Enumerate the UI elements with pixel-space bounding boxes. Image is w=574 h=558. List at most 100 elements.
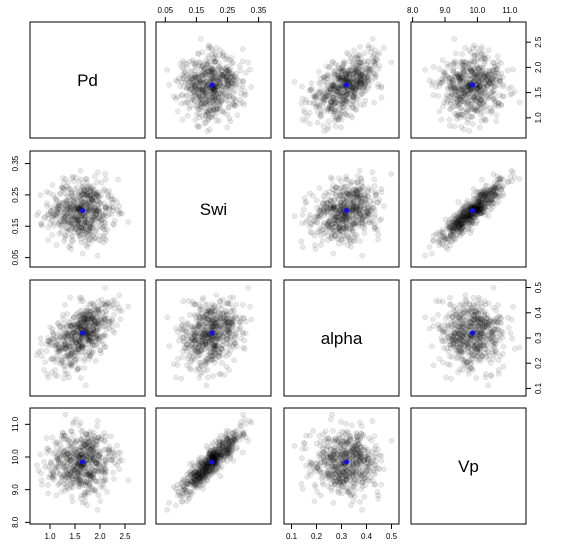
scatter-point bbox=[188, 68, 195, 74]
scatter-point bbox=[205, 116, 211, 123]
scatter-point bbox=[319, 91, 326, 98]
scatter-point bbox=[435, 93, 442, 99]
scatter-point bbox=[201, 121, 208, 127]
scatter-point bbox=[196, 123, 202, 130]
scatter-point bbox=[348, 244, 354, 250]
scatter-point bbox=[211, 94, 218, 100]
scatter-point bbox=[222, 72, 228, 78]
scatter-point bbox=[60, 335, 66, 341]
scatter-point bbox=[201, 79, 208, 86]
scatter-point bbox=[203, 82, 210, 88]
scatter-point bbox=[375, 236, 381, 243]
scatter-point bbox=[81, 212, 87, 218]
scatter-point bbox=[470, 192, 477, 198]
center-point bbox=[343, 207, 350, 214]
scatter-point bbox=[204, 81, 211, 87]
scatter-point bbox=[188, 90, 195, 96]
scatter-point bbox=[166, 82, 172, 88]
scatter-point bbox=[212, 307, 218, 314]
scatter-point bbox=[208, 114, 215, 120]
scatter-point bbox=[371, 58, 378, 65]
scatter-point bbox=[466, 128, 473, 134]
scatter-point bbox=[37, 335, 44, 342]
center-point bbox=[469, 207, 476, 214]
scatter-point bbox=[72, 216, 79, 223]
scatter-point bbox=[56, 230, 63, 237]
scatter-point bbox=[229, 60, 236, 66]
scatter-point bbox=[388, 171, 395, 177]
scatter-point bbox=[301, 195, 308, 201]
scatter-point bbox=[196, 80, 202, 86]
scatter-point bbox=[323, 204, 330, 211]
scatter-point bbox=[215, 95, 222, 101]
scatter-point bbox=[299, 83, 305, 90]
scatter-point bbox=[322, 196, 328, 203]
scatter-point bbox=[79, 182, 86, 189]
scatter-point bbox=[231, 77, 237, 83]
scatter-point bbox=[183, 333, 190, 340]
scatter-point bbox=[470, 73, 477, 80]
scatter-point bbox=[209, 108, 216, 115]
scatter-point bbox=[177, 83, 184, 89]
scatter-point bbox=[202, 99, 209, 106]
scatter-point bbox=[211, 70, 218, 76]
scatter-point bbox=[203, 382, 210, 389]
scatter-point bbox=[199, 63, 206, 69]
scatter-point bbox=[215, 93, 222, 99]
scatter-point bbox=[218, 97, 225, 104]
scatter-point bbox=[206, 42, 212, 49]
scatter-point bbox=[449, 91, 455, 98]
scatter-point bbox=[223, 53, 230, 60]
scatter-point bbox=[220, 73, 227, 79]
scatter-point bbox=[198, 73, 204, 79]
scatter-point bbox=[191, 98, 198, 105]
scatter-point bbox=[209, 94, 216, 101]
scatter-point bbox=[236, 62, 243, 69]
scatter-point bbox=[223, 69, 229, 75]
scatter-point bbox=[173, 325, 179, 332]
scatter-point bbox=[52, 358, 59, 365]
scatter-point bbox=[93, 310, 99, 317]
scatter-point bbox=[333, 123, 339, 130]
scatter-point bbox=[197, 104, 204, 111]
scatter-point bbox=[241, 102, 247, 108]
scatter-point bbox=[219, 296, 226, 303]
scatter-point bbox=[199, 86, 206, 93]
scatter-point bbox=[222, 96, 229, 102]
scatter-point bbox=[467, 60, 474, 67]
scatter-point bbox=[190, 88, 197, 94]
scatter-point bbox=[207, 107, 214, 113]
scatter-point bbox=[111, 296, 118, 303]
scatter-point bbox=[84, 325, 90, 332]
scatter-point bbox=[478, 44, 485, 50]
scatter-point bbox=[239, 46, 246, 52]
scatter-point bbox=[56, 202, 62, 208]
scatter-point bbox=[184, 112, 191, 119]
scatter-point bbox=[225, 104, 232, 111]
scatter-point bbox=[89, 197, 95, 203]
scatter-point bbox=[493, 118, 500, 125]
scatter-point bbox=[224, 111, 231, 118]
scatter-point bbox=[203, 358, 210, 365]
scatter-point bbox=[356, 74, 363, 80]
scatter-point bbox=[70, 354, 76, 360]
scatter-point bbox=[199, 79, 205, 85]
scatter-point bbox=[186, 75, 192, 81]
scatter-point bbox=[215, 77, 221, 84]
scatter-point bbox=[174, 108, 181, 115]
scatter-point bbox=[192, 84, 198, 91]
scatter-point bbox=[185, 84, 192, 90]
scatter-point bbox=[245, 59, 251, 66]
scatter-point bbox=[199, 71, 206, 78]
scatter-point bbox=[219, 315, 225, 322]
scatter-point bbox=[41, 367, 47, 373]
scatter-point bbox=[458, 97, 464, 103]
scatter-point bbox=[308, 80, 315, 86]
scatter-point bbox=[433, 231, 439, 238]
scatter-point bbox=[186, 79, 193, 85]
scatter-point bbox=[450, 68, 457, 74]
scatter-point bbox=[197, 80, 204, 86]
scatter-point bbox=[208, 67, 215, 74]
scatter-point bbox=[207, 66, 214, 73]
scatter-point bbox=[210, 373, 216, 379]
